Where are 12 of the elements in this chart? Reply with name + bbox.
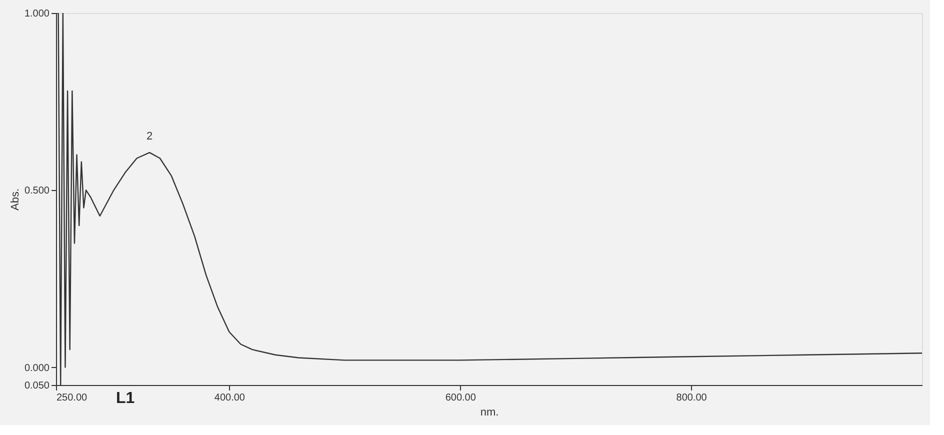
x-axis-title: nm. bbox=[480, 406, 499, 418]
x-tick-label: 600.00 bbox=[445, 392, 476, 404]
x-tick-label: 400.00 bbox=[214, 392, 246, 404]
x-tick-label: 800.00 bbox=[676, 392, 708, 404]
y-axis-title: Abs. bbox=[9, 188, 22, 211]
y-tick-label: 1.000 bbox=[24, 8, 50, 20]
text: L1 bbox=[116, 390, 135, 407]
y-tick-label: 0.500 bbox=[24, 186, 50, 197]
annotation: 2 bbox=[146, 130, 153, 143]
y-tick-label: 0.050 bbox=[24, 380, 50, 392]
y-tick-label: 0.000 bbox=[24, 362, 50, 374]
x-tick-label: 250.00 bbox=[56, 392, 88, 404]
